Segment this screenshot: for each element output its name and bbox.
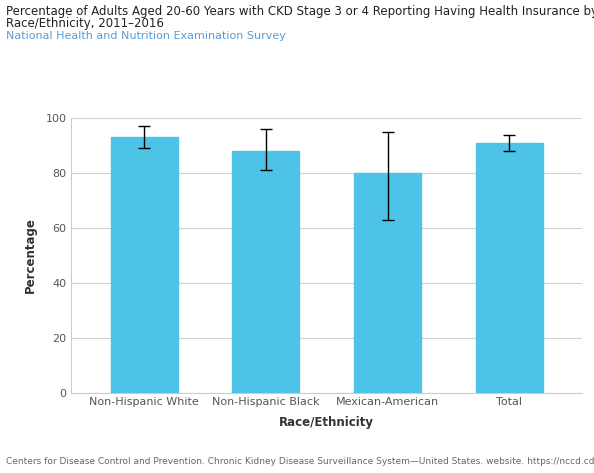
Y-axis label: Percentage: Percentage (24, 218, 37, 293)
Bar (476, 143, 542, 393)
Text: Centers for Disease Control and Prevention. Chronic Kidney Disease Surveillance : Centers for Disease Control and Preventi… (6, 457, 594, 466)
Bar (111, 138, 178, 393)
Bar (232, 151, 299, 393)
X-axis label: Race/Ethnicity: Race/Ethnicity (279, 416, 374, 429)
Text: National Health and Nutrition Examination Survey: National Health and Nutrition Examinatio… (6, 31, 286, 41)
Text: Percentage of Adults Aged 20-60 Years with CKD Stage 3 or 4 Reporting Having Hea: Percentage of Adults Aged 20-60 Years wi… (6, 5, 594, 18)
Text: Race/Ethnicity, 2011–2016: Race/Ethnicity, 2011–2016 (6, 17, 164, 29)
Bar (354, 173, 421, 393)
